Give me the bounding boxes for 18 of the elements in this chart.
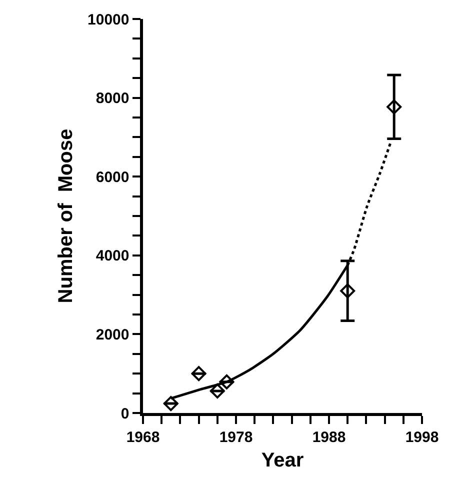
point xyxy=(219,374,234,390)
x-tick-label: 1998 xyxy=(405,428,439,446)
point xyxy=(386,99,402,114)
point xyxy=(191,366,206,382)
point xyxy=(163,396,178,412)
y-tick-label: 8000 xyxy=(96,90,130,108)
y-tick-label: 4000 xyxy=(96,248,130,265)
point xyxy=(340,283,356,298)
x-axis-title: Year xyxy=(261,449,304,472)
x-tick-label: 1988 xyxy=(312,428,346,446)
y-tick-label: 6000 xyxy=(96,168,130,186)
y-tick-label: 2000 xyxy=(96,326,130,344)
y-tick-label: 10000 xyxy=(88,11,130,28)
x-tick-label: 1968 xyxy=(126,428,160,446)
point xyxy=(210,383,225,398)
y-axis-title: Number of Moose xyxy=(55,128,78,304)
x-tick-label: 1978 xyxy=(219,428,253,446)
y-tick-label: 0 xyxy=(120,405,130,422)
